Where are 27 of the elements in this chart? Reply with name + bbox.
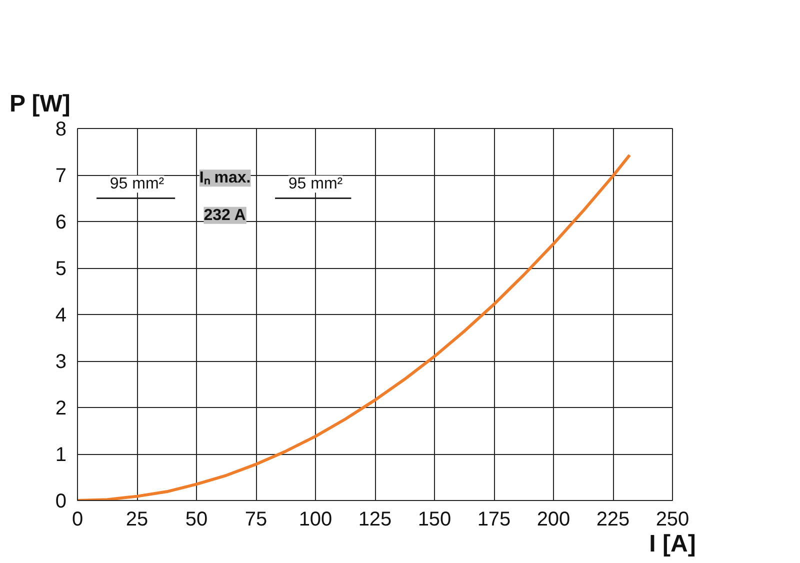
y-tick-label: 1 xyxy=(55,444,66,466)
x-tick-label: 25 xyxy=(126,508,148,530)
line-series xyxy=(78,154,632,500)
y-tick-label: 7 xyxy=(55,165,66,187)
x-tick-label: 150 xyxy=(418,508,452,530)
annotation: 232 A xyxy=(204,206,246,224)
y-tick-label: 5 xyxy=(55,258,66,280)
annotation: 95 mm² xyxy=(110,176,165,193)
x-tick-label: 0 xyxy=(72,508,84,530)
annotation: 95 mm² xyxy=(288,176,344,193)
x-tick-label: 100 xyxy=(298,508,332,530)
x-tick-label: 200 xyxy=(536,508,570,530)
x-axis-title: I [A] xyxy=(649,530,696,558)
annotation: Iₙ max. xyxy=(199,170,251,187)
x-tick-label: 50 xyxy=(185,508,208,530)
x-tick-label: 75 xyxy=(244,508,268,530)
y-tick-label: 8 xyxy=(55,118,66,140)
y-tick-label: 2 xyxy=(55,398,66,420)
y-tick-label: 4 xyxy=(55,304,66,326)
y-axis-title: P [W] xyxy=(10,90,70,118)
y-tick-label: 3 xyxy=(55,351,66,373)
x-tick-label: 175 xyxy=(477,508,511,530)
x-tick-label: 225 xyxy=(596,508,630,530)
y-tick-label: 6 xyxy=(55,212,66,234)
y-tick-label: 0 xyxy=(55,490,66,512)
x-tick-label: 125 xyxy=(358,508,392,530)
x-tick-label: 250 xyxy=(656,508,690,530)
